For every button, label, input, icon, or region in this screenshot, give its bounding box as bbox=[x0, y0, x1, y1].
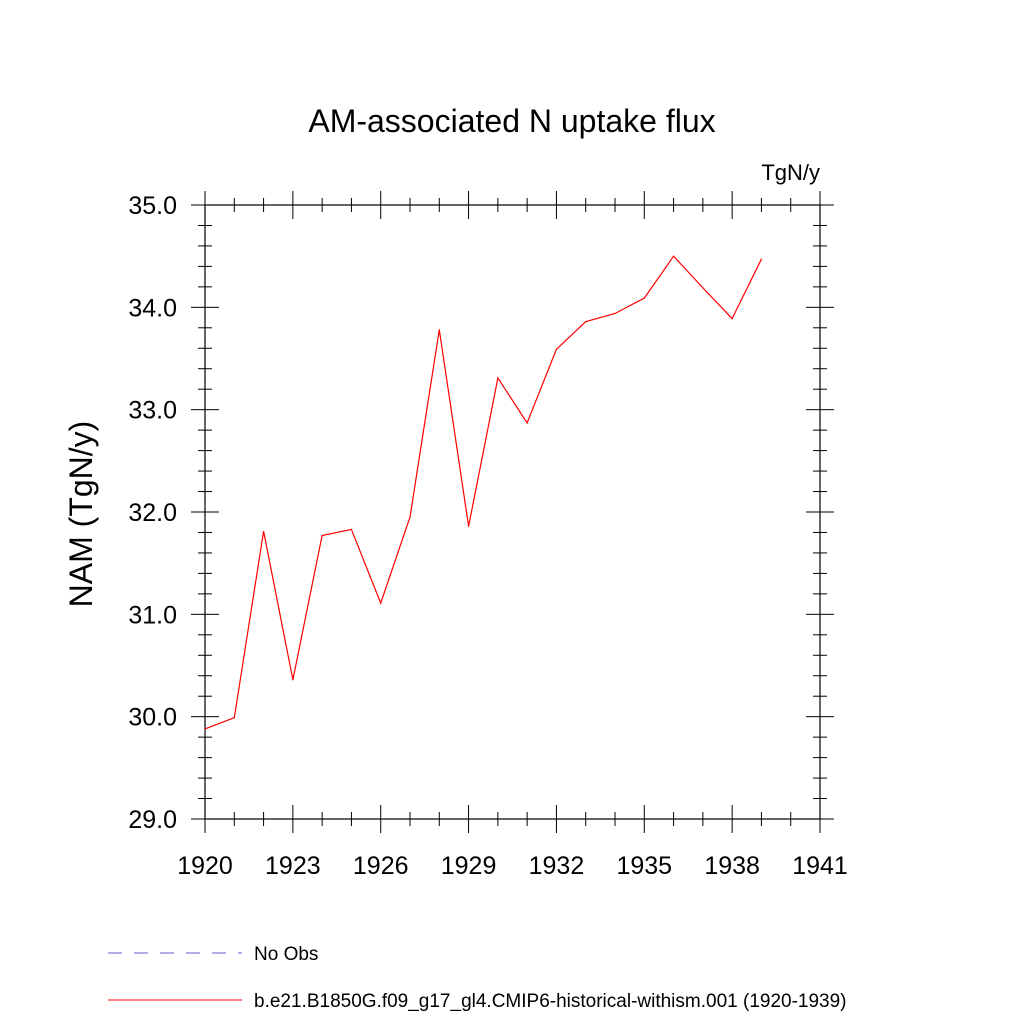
x-tick-label: 1932 bbox=[529, 852, 585, 880]
chart-title: AM-associated N uptake flux bbox=[308, 103, 715, 139]
data-point bbox=[438, 329, 440, 331]
legend-label-model: b.e21.B1850G.f09_g17_gl4.CMIP6-historica… bbox=[254, 991, 847, 1012]
data-point bbox=[321, 534, 323, 537]
y-tick-label: 33.0 bbox=[128, 397, 177, 425]
data-point bbox=[526, 422, 528, 424]
y-tick-label: 34.0 bbox=[128, 294, 177, 322]
data-point bbox=[262, 530, 265, 533]
data-point bbox=[497, 377, 499, 379]
legend-label-no-obs: No Obs bbox=[254, 944, 318, 965]
axis-ticks bbox=[191, 191, 834, 833]
data-point bbox=[233, 717, 235, 719]
x-tick-label: 1926 bbox=[353, 852, 409, 880]
data-point bbox=[204, 728, 206, 730]
series-layer bbox=[204, 255, 763, 730]
data-point bbox=[585, 321, 587, 323]
x-tick-label: 1941 bbox=[792, 852, 848, 880]
plot-frame bbox=[204, 204, 821, 820]
units-label: TgN/y bbox=[761, 160, 820, 185]
y-tick-label: 31.0 bbox=[128, 601, 177, 629]
y-tick-label: 32.0 bbox=[128, 499, 177, 527]
data-point bbox=[409, 516, 411, 518]
data-point bbox=[292, 679, 294, 681]
data-point bbox=[672, 255, 675, 257]
x-tick-label: 1923 bbox=[265, 852, 321, 880]
y-tick-label: 30.0 bbox=[128, 704, 177, 732]
x-tick-label: 1920 bbox=[177, 852, 233, 880]
x-tick-label: 1929 bbox=[441, 852, 497, 880]
data-point bbox=[467, 525, 470, 527]
y-tick-labels: 29.0 30.0 31.0 32.0 33.0 34.0 35.0 bbox=[128, 192, 177, 834]
x-tick-labels: 1920 1923 1926 1929 1932 1935 1938 1941 bbox=[177, 852, 848, 880]
y-axis-label: NAM (TgN/y) bbox=[63, 421, 99, 608]
data-point bbox=[643, 297, 645, 299]
x-tick-label: 1938 bbox=[704, 852, 760, 880]
data-point bbox=[380, 602, 382, 604]
data-point bbox=[350, 528, 353, 530]
legend: No Obs b.e21.B1850G.f09_g17_gl4.CMIP6-hi… bbox=[108, 944, 847, 1012]
series-line bbox=[204, 255, 762, 730]
data-point bbox=[614, 312, 616, 315]
y-tick-label: 29.0 bbox=[128, 806, 177, 834]
y-tick-label: 35.0 bbox=[128, 192, 177, 220]
x-tick-label: 1935 bbox=[616, 852, 672, 880]
data-point bbox=[555, 348, 558, 350]
data-point bbox=[702, 287, 704, 289]
data-point bbox=[760, 258, 763, 260]
data-point bbox=[731, 317, 733, 320]
